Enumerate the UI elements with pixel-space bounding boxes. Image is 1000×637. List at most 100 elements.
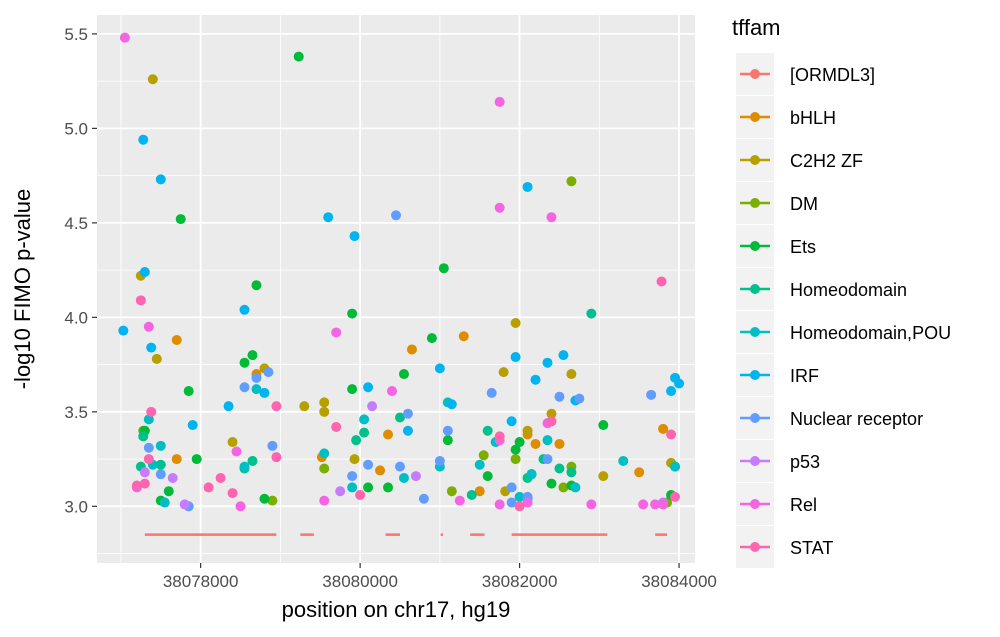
legend-label-bhlh: bHLH: [790, 108, 836, 128]
legend-label-homeodomain: Homeodomain: [790, 280, 907, 300]
point-homeodomain: [359, 427, 370, 438]
point-rel: [494, 202, 505, 213]
point-stat: [494, 431, 505, 442]
point-nuclear-receptor: [394, 461, 405, 472]
point-nuclear-receptor: [506, 482, 517, 493]
y-tick-label: 3.0: [64, 497, 88, 516]
point-homeodomain: [155, 459, 166, 470]
point-bhlh: [474, 486, 485, 497]
point-bhlh: [634, 467, 645, 478]
legend-label-stat: STAT: [790, 538, 833, 558]
point-homeodomain: [138, 431, 149, 442]
point-nuclear-receptor: [418, 493, 429, 504]
point-ets: [598, 420, 609, 431]
x-axis-title: position on chr17, hg19: [282, 597, 511, 622]
point-bhlh: [554, 438, 565, 449]
point-stat: [666, 429, 677, 440]
x-tick-label: 38082000: [482, 572, 558, 591]
point-stat: [143, 454, 154, 465]
point-stat: [355, 489, 366, 500]
point-c2h2-zf: [349, 454, 360, 465]
point-irf: [510, 352, 521, 363]
point-dm: [319, 463, 330, 474]
point-irf: [674, 378, 685, 389]
legend-title: tffam: [732, 15, 781, 40]
point-stat: [139, 478, 150, 489]
point-c2h2-zf: [510, 318, 521, 329]
point-nuclear-receptor: [646, 389, 657, 400]
point-rel: [546, 212, 557, 223]
legend-key-point: [750, 370, 760, 380]
point-ets: [383, 482, 394, 493]
point-bhlh: [406, 344, 417, 355]
point-ets: [363, 482, 374, 493]
point-homeodomain: [247, 455, 258, 466]
point-nuclear-receptor: [239, 382, 250, 393]
legend: [ORMDL3] bHLH C2H2 ZF DM Ets Homeodomain Homeo…: [736, 53, 951, 568]
data-marks: [118, 32, 685, 536]
legend-key-point: [750, 542, 760, 552]
point-ets: [514, 437, 525, 448]
point-ets: [347, 308, 358, 319]
legend-label-ets: Ets: [790, 237, 816, 257]
point-irf: [530, 374, 541, 385]
point-rel: [522, 497, 533, 508]
legend-label-ormdl3: [ORMDL3]: [790, 65, 875, 85]
point-nuclear-receptor: [434, 455, 445, 466]
x-tick-label: 38084000: [641, 572, 717, 591]
point-dm: [267, 495, 278, 506]
point-ets: [183, 386, 194, 397]
point-dm: [478, 450, 489, 461]
point-bhlh: [658, 423, 669, 434]
plot-panel: [97, 15, 695, 563]
point-nuclear-receptor: [363, 459, 374, 470]
point-irf: [139, 266, 150, 277]
point-ets: [442, 435, 453, 446]
point-ets: [251, 280, 262, 291]
point-c2h2-zf: [151, 353, 162, 364]
point-nuclear-receptor: [263, 367, 274, 378]
point-irf: [138, 134, 149, 145]
point-c2h2-zf: [147, 74, 158, 85]
point-c2h2-zf: [546, 408, 557, 419]
point-irf: [223, 401, 234, 412]
point-homeodomain-pou: [570, 482, 581, 493]
point-bhlh: [383, 429, 394, 440]
point-stat: [215, 472, 226, 483]
point-irf: [146, 342, 157, 353]
point-homeodomain-pou: [398, 472, 409, 483]
point-stat: [546, 416, 557, 427]
point-ets: [247, 350, 258, 361]
point-irf: [155, 174, 166, 185]
x-axis: 38078000 38080000 38082000 38084000: [163, 563, 717, 591]
point-ets: [398, 369, 409, 380]
point-nuclear-receptor: [402, 408, 413, 419]
point-stat: [203, 482, 214, 493]
legend-key-point: [750, 241, 760, 251]
point-homeodomain-pou: [670, 461, 681, 472]
point-ets: [426, 333, 437, 344]
grid-major: [97, 15, 695, 563]
point-ets: [546, 478, 557, 489]
point-stat: [670, 491, 681, 502]
point-dm: [446, 486, 457, 497]
point-rel: [586, 499, 597, 510]
point-ets: [259, 493, 270, 504]
point-rel: [454, 495, 465, 506]
point-nuclear-receptor: [506, 497, 517, 508]
y-tick-label: 3.5: [64, 403, 88, 422]
point-ets: [293, 51, 304, 62]
legend-key-point: [750, 413, 760, 423]
point-homeodomain: [566, 467, 577, 478]
y-tick-label: 5.0: [64, 119, 88, 138]
y-axis: 3.0 3.5 4.0 4.5 5.0 5.5: [64, 25, 97, 516]
point-homeodomain: [351, 435, 362, 446]
legend-key-point: [750, 112, 760, 122]
point-stat: [135, 295, 146, 306]
point-stat: [331, 421, 342, 432]
point-ets: [438, 263, 449, 274]
point-p53: [367, 401, 378, 412]
point-rel: [658, 499, 669, 510]
point-homeodomain-pou: [159, 497, 170, 508]
point-homeodomain-pou: [319, 448, 330, 459]
